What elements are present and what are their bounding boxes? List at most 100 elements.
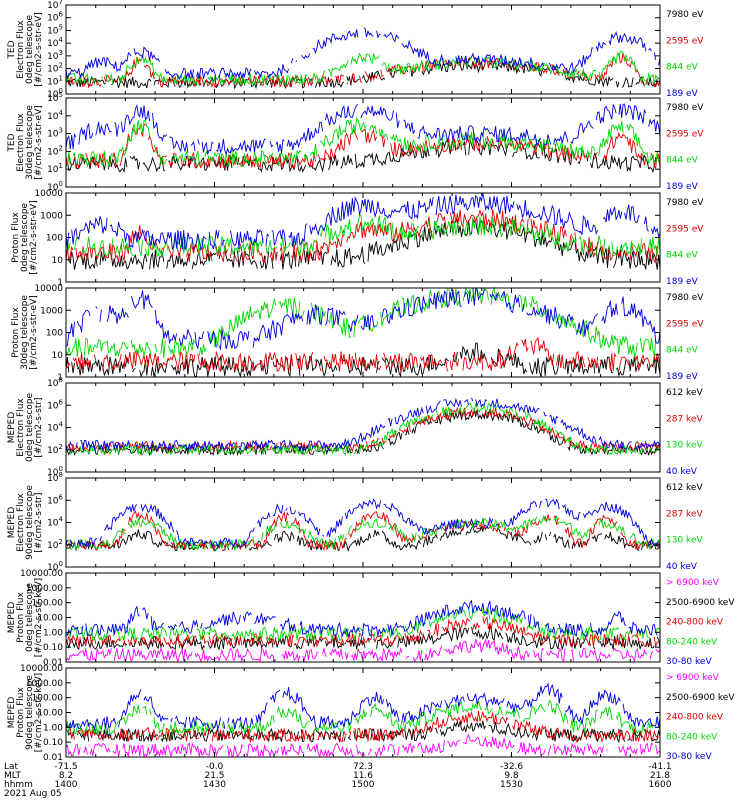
y-tick-label: 101 (47, 74, 63, 87)
panel-2: 100 101 102 103 104 105 TED Electron Flux 30deg … (7, 91, 704, 193)
series-line-7-1 (65, 638, 661, 664)
panel-7: 0.01 0.10 1.00 10.00 100.00 1000.00 10000.00 ME… (7, 569, 735, 668)
y-tick-label: 101 (47, 162, 63, 175)
footer-row-label: MLT (4, 771, 22, 781)
y-axis-label-line: TED (7, 40, 17, 59)
y-axis-label-line: [#/cm2-s-str-eV] (34, 12, 44, 87)
footer-hhmm: 1530 (500, 780, 523, 790)
y-tick-label: 104 (47, 516, 63, 529)
y-tick-label: 100 (47, 180, 63, 193)
legend-entry: 189 eV (666, 182, 699, 192)
series-line-1-3 (65, 50, 661, 86)
y-axis-label-line: MEPED (7, 697, 17, 729)
series-line-4-2 (65, 337, 661, 373)
y-tick-label: 106 (47, 11, 63, 24)
y-tick-label: 106 (47, 398, 63, 411)
y-tick-label: 104 (47, 421, 63, 434)
y-tick-label: 10 (52, 256, 64, 266)
series-line-4-3 (66, 288, 660, 358)
footer-hhmm: 1430 (203, 780, 226, 790)
footer-hhmm: 1600 (649, 780, 672, 790)
y-tick-label: 100.00 (32, 694, 64, 704)
y-tick-label: 105 (47, 23, 63, 36)
panel-6: 100 102 104 106 108 MEPED Electron Flux 90deg t… (7, 471, 703, 573)
footer-lat: 72.3 (353, 762, 373, 772)
legend-entry: 189 eV (666, 372, 699, 382)
panel-5: 100 102 104 106 108 MEPED Electron Flux 0deg te… (7, 376, 703, 478)
y-tick-label: 102 (47, 538, 63, 551)
y-tick-label: 102 (47, 62, 63, 75)
y-axis-label-line: [#/cm2-s-str-eV] (29, 295, 39, 370)
y-tick-label: 0.01 (43, 753, 63, 763)
legend-entry: 40 keV (666, 562, 698, 572)
y-tick-label: 10 (52, 351, 64, 361)
y-tick-label: 0.10 (43, 643, 63, 653)
legend-entry: 30-80 keV (666, 657, 712, 667)
legend-entry: 844 eV (666, 156, 699, 166)
y-tick-label: 10.00 (37, 614, 63, 624)
legend-entry: 2595 eV (666, 36, 704, 46)
legend-entry: 40 keV (666, 467, 698, 477)
y-tick-label: 1000.00 (26, 679, 63, 689)
legend-entry: 844 eV (666, 251, 699, 261)
y-tick-label: 103 (47, 49, 63, 62)
series-line-5-4 (65, 397, 661, 452)
y-axis-label-line: [#/cm2-s-str-eV] (34, 105, 44, 180)
y-tick-label: 104 (47, 109, 63, 122)
panel-3: 1 10 100 1000 10000 Proton Flux 0deg telescope… (11, 189, 704, 288)
legend-entry: 2595 eV (666, 129, 704, 139)
y-axis-label-line: Electron Flux (16, 398, 26, 457)
y-axis-label-line: Proton Flux (11, 307, 21, 358)
footer-mlt: 21.8 (650, 771, 670, 781)
panel-frame (65, 572, 661, 663)
y-tick-label: 1000 (40, 306, 63, 316)
legend-entry: 80-240 keV (666, 732, 718, 742)
y-axis-label-line: MEPED (7, 412, 17, 444)
y-tick-label: 10000 (34, 284, 63, 294)
panel-8: 0.01 0.10 1.00 10.00 100.00 1000.00 10000.00 ME… (7, 664, 735, 763)
y-tick-label: 1000 (40, 211, 63, 221)
legend-entry: 7980 eV (666, 103, 704, 113)
y-axis-label-line: [#/cm2-s-str-eV] (29, 200, 39, 275)
y-axis-label-line: [#/cm2-s-str-keV] (34, 673, 44, 752)
y-axis-label-line: 90deg telescope (25, 485, 35, 560)
series-line-8-5 (65, 682, 661, 731)
legend-entry: 844 eV (666, 63, 699, 73)
y-axis-label-line: [#/cm2-s-str] (34, 492, 44, 552)
legend-entry: 80-240 keV (666, 637, 718, 647)
legend-entry: 130 keV (666, 441, 703, 451)
y-tick-label: 1 (57, 373, 63, 383)
footer-hhmm: 1400 (55, 780, 78, 790)
y-tick-label: 103 (47, 127, 63, 140)
legend-entry: 2595 eV (666, 319, 704, 329)
footer-mlt: 21.5 (204, 771, 224, 781)
y-axis-label-line: MEPED (7, 602, 17, 634)
series-line-8-4 (66, 700, 661, 736)
footer-lat: -0.0 (206, 762, 224, 772)
y-tick-label: 107 (47, 0, 63, 11)
y-axis-label-line: Electron Flux (16, 113, 26, 172)
y-tick-label: 0.10 (43, 738, 63, 748)
legend-entry: 2500-6900 keV (666, 598, 735, 608)
series-line-5-3 (65, 402, 661, 457)
legend-entry: > 6900 keV (666, 673, 720, 683)
y-axis-label-line: Proton Flux (11, 212, 21, 263)
y-tick-label: 0.01 (43, 658, 63, 668)
series-line-3-4 (65, 193, 661, 251)
series-line-5-2 (65, 406, 661, 453)
series-line-8-1 (65, 733, 661, 758)
y-axis-label-line: [#/cm2-s-str] (34, 397, 44, 457)
y-axis-label-line: 90deg telescope (25, 675, 35, 750)
y-axis-label-line: Proton Flux (16, 592, 26, 643)
y-axis-label-line: Electron Flux (16, 493, 26, 552)
y-tick-label: 10.00 (37, 709, 63, 719)
legend-entry: 240-800 keV (666, 618, 724, 628)
y-tick-label: 100.00 (32, 599, 64, 609)
y-tick-label: 102 (47, 144, 63, 157)
legend-entry: 2500-6900 keV (666, 693, 735, 703)
y-axis-label-line: MEPED (7, 507, 17, 539)
series-line-4-4 (65, 287, 661, 351)
legend-entry: 240-800 keV (666, 713, 724, 723)
footer-row-label: Lat (4, 762, 19, 772)
footer-mlt: 9.8 (504, 771, 519, 781)
